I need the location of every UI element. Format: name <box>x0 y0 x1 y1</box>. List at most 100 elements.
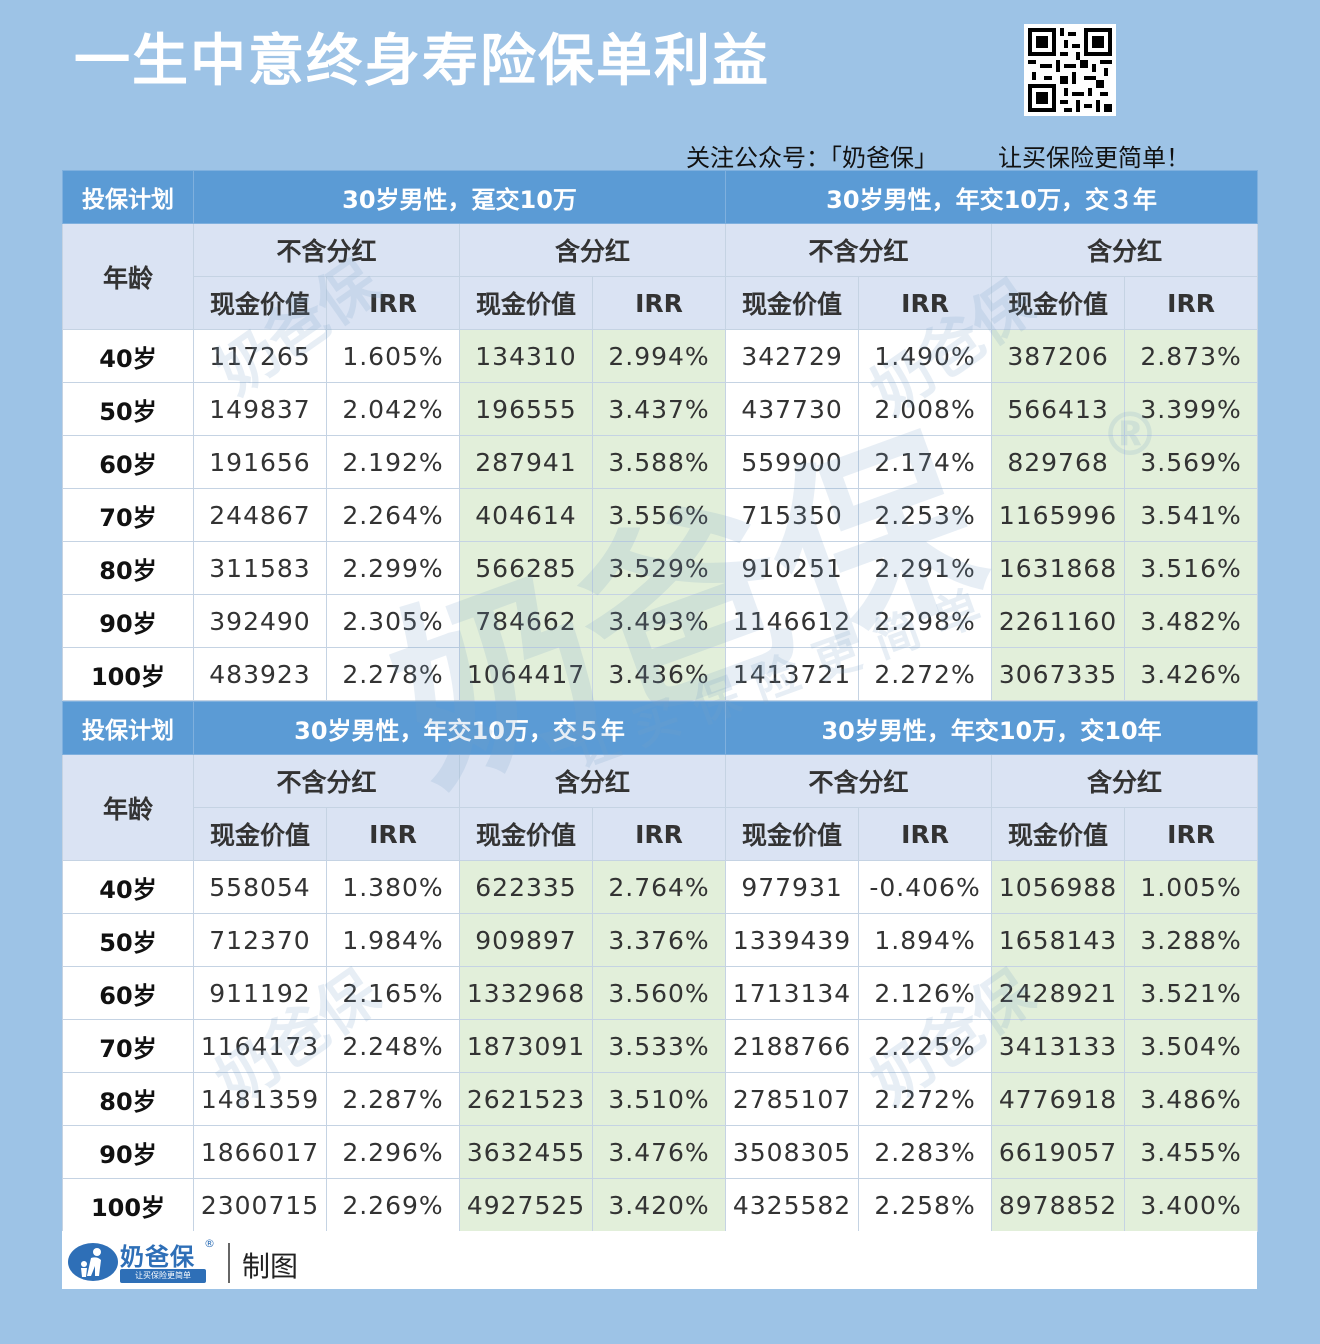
cash-value-cell: 244867 <box>193 488 327 542</box>
cash-value-label: 现金价值 <box>459 276 593 330</box>
cash-value-cell: 8978852 <box>991 1178 1126 1232</box>
irr-cell: 3.482% <box>1124 594 1259 648</box>
cash-value-cell: 558054 <box>193 860 327 914</box>
irr-cell: 3.560% <box>591 966 727 1020</box>
irr-cell: 3.516% <box>1124 541 1259 595</box>
irr-cell: 2.299% <box>326 541 460 595</box>
irr-cell: 2.272% <box>858 1072 993 1126</box>
table-row: 60岁 911192 2.165% 1332968 3.560% 1713134 2.126… <box>62 966 1259 1020</box>
cash-value-cell: 911192 <box>193 966 327 1020</box>
irr-cell: 2.287% <box>326 1072 460 1126</box>
cash-value-cell: 134310 <box>459 329 593 383</box>
irr-cell: 3.420% <box>591 1178 727 1232</box>
age-cell: 80岁 <box>62 541 194 595</box>
cash-value-cell: 287941 <box>459 435 593 489</box>
with-dividend-label: 含分红 <box>458 754 727 808</box>
irr-cell: 2.174% <box>858 435 993 489</box>
column-header-row: 现金价值 IRR 现金价值 IRR 现金价值 IRR 现金价值 IRR <box>63 276 1259 330</box>
table-row: 100岁 483923 2.278% 1064417 3.436% 1413721 2.27… <box>62 647 1259 701</box>
irr-cell: 3.476% <box>591 1125 727 1179</box>
table-row: 70岁 244867 2.264% 404614 3.556% 715350 2.253% 1… <box>62 488 1259 542</box>
plan-title: 30岁男性，年交10万，交５年 <box>192 701 727 755</box>
irr-cell: 2.278% <box>326 647 460 701</box>
cash-value-cell: 437730 <box>725 382 860 436</box>
cash-value-cell: 2428921 <box>991 966 1126 1020</box>
no-dividend-label: 不含分红 <box>193 754 460 808</box>
table-row: 40岁 558054 1.380% 622335 2.764% 977931 -0.406%… <box>62 860 1259 914</box>
benefit-table-1: 投保计划 30岁男性，趸交10万 30岁男性，年交10万，交３年 年龄 不含分红 含分红不… <box>62 170 1259 701</box>
irr-cell: 3.486% <box>1124 1072 1259 1126</box>
irr-cell: 2.042% <box>326 382 460 436</box>
cash-value-cell: 829768 <box>991 435 1126 489</box>
irr-cell: 1.380% <box>326 860 460 914</box>
irr-cell: 3.510% <box>591 1072 727 1126</box>
table-row: 40岁 117265 1.605% 134310 2.994% 342729 1.490% 3… <box>62 329 1259 383</box>
plan-header-row: 投保计划 30岁男性，趸交10万 30岁男性，年交10万，交３年 <box>62 170 1259 224</box>
irr-cell: 2.291% <box>858 541 993 595</box>
benefit-table-2: 投保计划 30岁男性，年交10万，交５年 30岁男性，年交10万，交10年 年龄 不含分… <box>62 701 1259 1232</box>
irr-cell: 3.541% <box>1124 488 1259 542</box>
cash-value-cell: 4927525 <box>459 1178 593 1232</box>
brand-logo-name: 奶爸保 <box>120 1243 195 1271</box>
cash-value-label: 现金价值 <box>725 807 860 861</box>
cash-value-cell: 909897 <box>459 913 593 967</box>
cash-value-cell: 1332968 <box>459 966 593 1020</box>
age-cell: 80岁 <box>62 1072 194 1126</box>
irr-cell: 2.126% <box>858 966 993 1020</box>
table-row: 70岁 1164173 2.248% 1873091 3.533% 2188766 2.22… <box>62 1019 1259 1073</box>
irr-cell: 2.248% <box>326 1019 460 1073</box>
no-dividend-label: 不含分红 <box>193 223 460 277</box>
benefit-grid: 投保计划 30岁男性，年交10万，交５年 30岁男性，年交10万，交10年 年龄 不含分… <box>62 701 1259 1232</box>
age-cell: 60岁 <box>62 966 194 1020</box>
cash-value-cell: 1339439 <box>725 913 860 967</box>
table-row: 50岁 712370 1.984% 909897 3.376% 1339439 1.894%… <box>62 913 1259 967</box>
irr-cell: 3.436% <box>591 647 727 701</box>
brand-logo-icon <box>68 1243 118 1281</box>
irr-cell: 2.994% <box>591 329 727 383</box>
irr-cell: 3.288% <box>1124 913 1259 967</box>
cash-value-cell: 311583 <box>193 541 327 595</box>
qr-code-image <box>1024 24 1116 116</box>
cash-value-label: 现金价值 <box>459 807 593 861</box>
cash-value-cell: 404614 <box>459 488 593 542</box>
irr-label: IRR <box>591 807 727 861</box>
follow-account-text: 关注公众号：「奶爸保」 <box>686 144 938 172</box>
cash-value-cell: 1164173 <box>193 1019 327 1073</box>
irr-cell: 3.529% <box>591 541 727 595</box>
cash-value-cell: 1713134 <box>725 966 860 1020</box>
dividend-header-row: 年龄 不含分红 含分红 不含分红 含分红 <box>62 754 1259 861</box>
irr-cell: 3.504% <box>1124 1019 1259 1073</box>
irr-cell: 2.764% <box>591 860 727 914</box>
irr-cell: 1.005% <box>1124 860 1259 914</box>
irr-cell: 2.264% <box>326 488 460 542</box>
cash-value-cell: 784662 <box>459 594 593 648</box>
irr-label: IRR <box>326 807 460 861</box>
cash-value-cell: 1658143 <box>991 913 1126 967</box>
irr-cell: 2.258% <box>858 1178 993 1232</box>
with-dividend-label: 含分红 <box>991 223 1259 277</box>
table-row: 60岁 191656 2.192% 287941 3.588% 559900 2.174% 8… <box>62 435 1259 489</box>
irr-cell: 3.569% <box>1124 435 1259 489</box>
irr-label: IRR <box>591 276 727 330</box>
age-cell: 60岁 <box>62 435 194 489</box>
irr-label: IRR <box>326 276 460 330</box>
age-cell: 50岁 <box>62 913 194 967</box>
age-cell: 40岁 <box>62 329 194 383</box>
irr-cell: 3.426% <box>1124 647 1259 701</box>
irr-cell: 1.894% <box>858 913 993 967</box>
irr-cell: 2.873% <box>1124 329 1259 383</box>
cash-value-cell: 392490 <box>193 594 327 648</box>
irr-cell: 3.400% <box>1124 1178 1259 1232</box>
cash-value-cell: 910251 <box>725 541 860 595</box>
irr-cell: 2.225% <box>858 1019 993 1073</box>
irr-cell: 3.493% <box>591 594 727 648</box>
cash-value-cell: 4776918 <box>991 1072 1126 1126</box>
cash-value-cell: 2300715 <box>193 1178 327 1232</box>
cash-value-cell: 2621523 <box>459 1072 593 1126</box>
cash-value-cell: 1165996 <box>991 488 1126 542</box>
cash-value-cell: 1631868 <box>991 541 1126 595</box>
cash-value-label: 现金价值 <box>991 276 1126 330</box>
cash-value-cell: 3413133 <box>991 1019 1126 1073</box>
irr-cell: 2.253% <box>858 488 993 542</box>
irr-cell: 3.437% <box>591 382 727 436</box>
